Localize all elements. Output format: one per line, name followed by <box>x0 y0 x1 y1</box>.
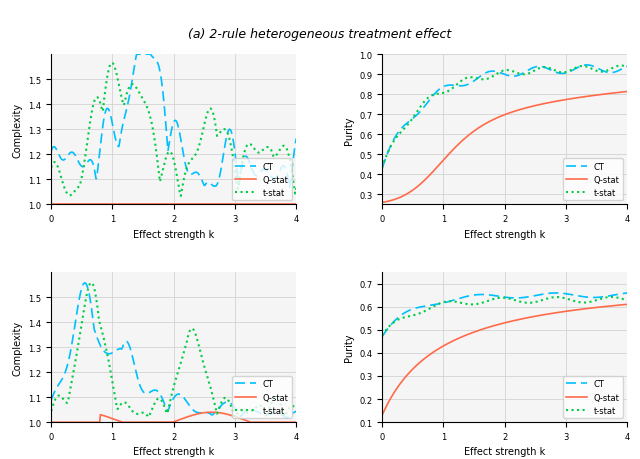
Legend: CT, Q-stat, t-stat: CT, Q-stat, t-stat <box>232 159 292 201</box>
Y-axis label: Purity: Purity <box>344 116 353 144</box>
Y-axis label: Complexity: Complexity <box>13 320 22 375</box>
Y-axis label: Complexity: Complexity <box>13 102 22 157</box>
X-axis label: Effect strength k: Effect strength k <box>464 447 545 457</box>
Legend: CT, Q-stat, t-stat: CT, Q-stat, t-stat <box>563 376 623 418</box>
Y-axis label: Purity: Purity <box>344 333 353 362</box>
X-axis label: Effect strength k: Effect strength k <box>464 229 545 239</box>
Text: (a) 2-rule heterogeneous treatment effect: (a) 2-rule heterogeneous treatment effec… <box>188 28 452 41</box>
X-axis label: Effect strength k: Effect strength k <box>133 229 214 239</box>
Legend: CT, Q-stat, t-stat: CT, Q-stat, t-stat <box>563 159 623 201</box>
X-axis label: Effect strength k: Effect strength k <box>133 447 214 457</box>
Legend: CT, Q-stat, t-stat: CT, Q-stat, t-stat <box>232 376 292 418</box>
